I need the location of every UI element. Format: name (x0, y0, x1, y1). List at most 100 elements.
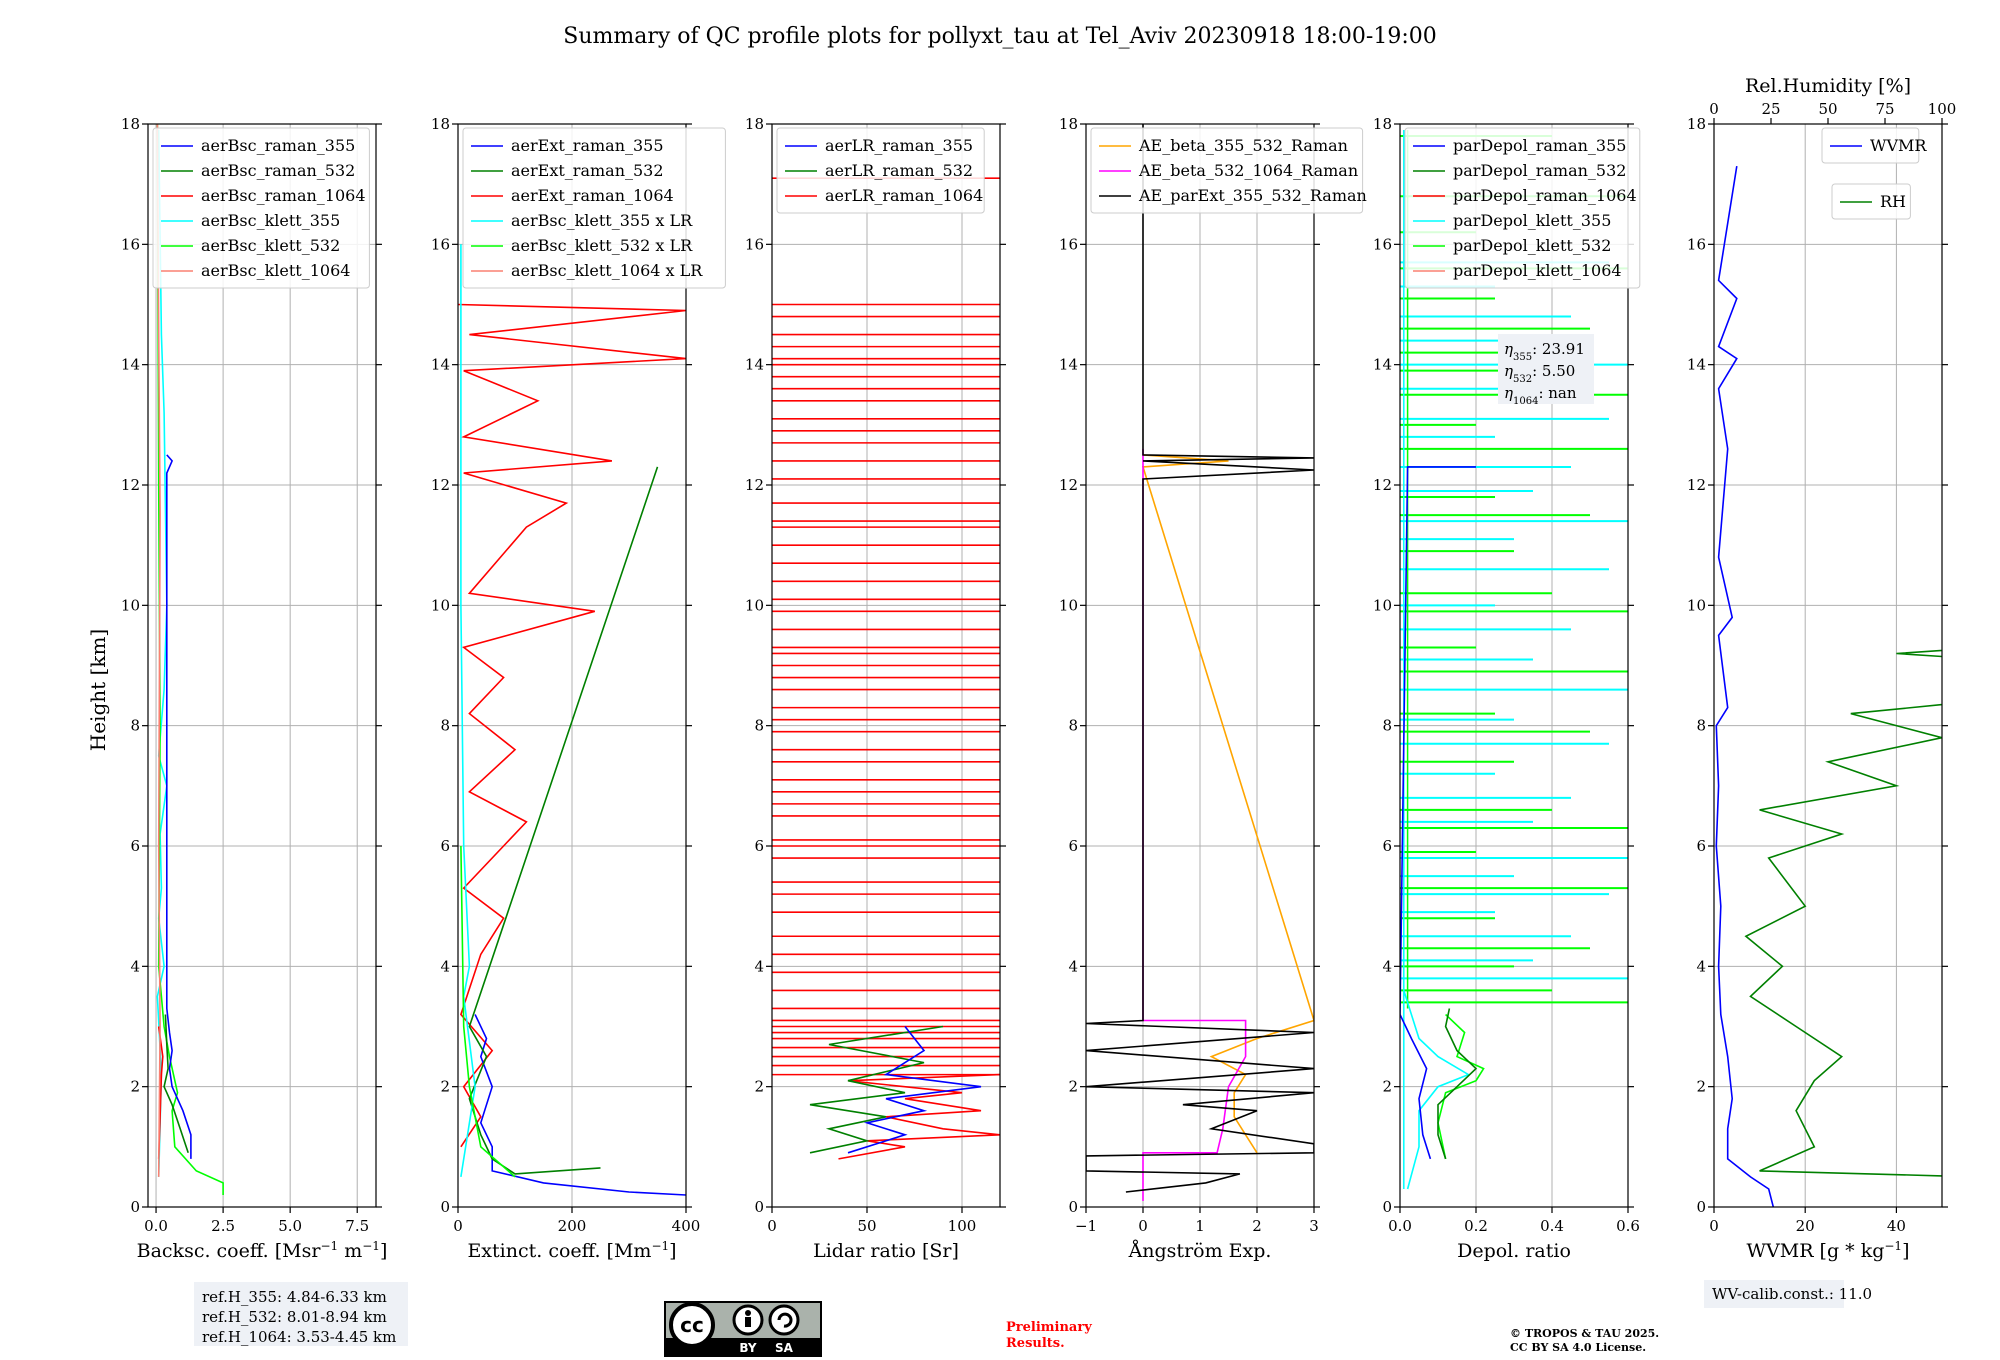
x-tick-label: 0.0 (144, 1217, 168, 1235)
y-tick-label: 12 (121, 476, 140, 494)
panel-ext: 0 2 4 6 8 10 12 14 16 18 0 200 400 Extinct. coeff. [M… (431, 115, 726, 1262)
x-label-part: m (338, 1240, 362, 1262)
y-tick-label: 2 (130, 1078, 140, 1096)
figure-title: Summary of QC profile plots for pollyxt_… (563, 24, 1436, 49)
series-RH (1744, 649, 1942, 1177)
refh-355-text: ref.H_355: 4.84-6.33 km (202, 1288, 387, 1306)
svg-text:cc: cc (680, 1313, 704, 1337)
series-parDepol_raman_355 (1400, 466, 1476, 1160)
cc-by-label: BY (739, 1341, 756, 1355)
panel-dep: 0 2 4 6 8 10 12 14 16 18 0.0 0.2 0.4 0.6 Depol. ratio p… (1373, 115, 1641, 1262)
y-tick-label: 12 (1059, 476, 1078, 494)
y-tick-label: 8 (754, 717, 764, 735)
legend-label: aerBsc_raman_1064 (201, 186, 366, 205)
y-tick-label: 16 (1373, 235, 1392, 253)
cc-sa-label: SA (775, 1341, 794, 1355)
y-tick-label: 16 (121, 235, 140, 253)
x-axis-label: WVMR [g * kg−1] (1746, 1239, 1909, 1262)
legend-label: aerExt_raman_355 (511, 136, 664, 155)
x-tick-label: 0.4 (1540, 1217, 1564, 1235)
series-AE_parExt_355_532_Raman (1086, 124, 1314, 1193)
top-x-tick-label: 75 (1875, 100, 1894, 118)
y-tick-label: 14 (121, 356, 140, 374)
legend-label: aerLR_raman_532 (825, 161, 973, 180)
legend-box (462, 127, 726, 289)
y-tick-label: 2 (440, 1078, 450, 1096)
eta-subscript: 1064 (1513, 396, 1538, 407)
x-label-part: −1 (362, 1239, 380, 1253)
y-tick-label: 18 (121, 115, 140, 133)
axes-frame (1399, 123, 1629, 1208)
y-tick-label: 8 (1068, 717, 1078, 735)
y-tick-label: 8 (1382, 717, 1392, 735)
x-label-part: Lidar ratio [Sr] (813, 1240, 959, 1262)
x-label-part: Backsc. coeff. [Msr (137, 1240, 322, 1262)
y-tick-label: 0 (440, 1198, 450, 1216)
y-tick-label: 4 (130, 957, 140, 975)
eta-symbol: η (1504, 340, 1513, 358)
bsc-refh-box: ref.H_355: 4.84-6.33 km ref.H_532: 8.01-… (194, 1282, 408, 1346)
preliminary-line1: Preliminary (1006, 1320, 1092, 1335)
x-axis-label: Extinct. coeff. [Mm−1] (467, 1239, 676, 1262)
y-tick-label: 0 (1068, 1198, 1078, 1216)
y-tick-label: 14 (745, 356, 764, 374)
series-aerBsc_raman_355 (166, 454, 192, 1159)
legend-label: aerLR_raman_355 (825, 136, 973, 155)
y-axis-label: Height [km] (86, 629, 110, 751)
legend-label: AE_beta_355_532_Raman (1138, 136, 1348, 155)
x-tick-label: 3 (1309, 1217, 1319, 1235)
y-tick-label: 12 (745, 476, 764, 494)
plot-area-wv (1715, 165, 1942, 1207)
x-label-part: ] (380, 1240, 387, 1262)
y-tick-label: 14 (1059, 356, 1078, 374)
axes-frame (771, 123, 1001, 1208)
y-tick-label: 16 (745, 235, 764, 253)
legend-label: aerExt_raman_1064 (511, 186, 674, 205)
cc-by-sa-badge: cc BY SA (664, 1301, 822, 1357)
y-tick-label: 16 (1059, 235, 1078, 253)
x-tick-label: 1 (1195, 1217, 1205, 1235)
y-tick-label: 16 (1687, 235, 1706, 253)
y-tick-label: 12 (1687, 476, 1706, 494)
legend-label: AE_parExt_355_532_Raman (1138, 186, 1367, 205)
x-tick-label: 0.6 (1616, 1217, 1640, 1235)
legend-box (1090, 127, 1364, 214)
y-tick-label: 0 (754, 1198, 764, 1216)
x-tick-label: 5.0 (278, 1217, 302, 1235)
legend-label: parDepol_raman_355 (1453, 136, 1626, 155)
x-tick-label: 0 (767, 1217, 777, 1235)
x-label-part: Depol. ratio (1457, 1240, 1571, 1262)
y-tick-label: 10 (121, 596, 140, 614)
top-x-tick-label: 100 (1928, 100, 1957, 118)
x-label-part: −1 (651, 1239, 669, 1253)
y-tick-label: 6 (754, 837, 764, 855)
x-tick-label: 0.0 (1388, 1217, 1412, 1235)
x-axis-label: Lidar ratio [Sr] (813, 1240, 959, 1262)
y-tick-label: 8 (440, 717, 450, 735)
legend-label: aerBsc_klett_1064 (201, 261, 350, 280)
series-WVMR (1715, 165, 1775, 1207)
y-tick-label: 12 (1373, 476, 1392, 494)
eta-value: : nan (1538, 384, 1576, 402)
eta-symbol: η (1504, 362, 1513, 380)
x-tick-label: 2.5 (211, 1217, 235, 1235)
x-tick-label: 50 (857, 1217, 876, 1235)
wv-calib-text: WV-calib.const.: 11.0 (1712, 1285, 1872, 1303)
x-label-part: −1 (320, 1239, 338, 1253)
copyright-line2: CC BY SA 4.0 License. (1510, 1341, 1646, 1354)
y-tick-label: 6 (1696, 837, 1706, 855)
y-tick-label: 18 (431, 115, 450, 133)
series-aerLR_raman_355 (847, 1026, 982, 1154)
top-x-tick-label: 0 (1709, 100, 1719, 118)
y-tick-label: 10 (1373, 596, 1392, 614)
y-tick-label: 6 (130, 837, 140, 855)
eta-value: : 23.91 (1532, 340, 1585, 358)
legend-label: parDepol_klett_1064 (1453, 261, 1622, 280)
legend-box (152, 127, 370, 289)
legend-label: aerBsc_klett_1064 x LR (511, 261, 703, 280)
x-tick-label: 100 (948, 1217, 977, 1235)
eta-box (1498, 334, 1594, 404)
series-aerBsc_klett_532 x LR (460, 845, 516, 1178)
copyright-note: © TROPOS & TAU 2025. CC BY SA 4.0 Licens… (1510, 1327, 1659, 1354)
